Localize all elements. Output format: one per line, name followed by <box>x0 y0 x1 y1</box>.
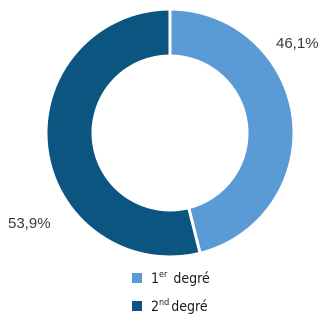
slice-label-2nd-degre: 53,9% <box>8 215 51 232</box>
legend-swatch-2nd-degre <box>132 301 142 311</box>
slice-1er-degre <box>168 7 296 256</box>
legend-label-2nd-degre: 2nd degré <box>151 297 208 315</box>
slice-label-1er-degre: 46,1% <box>276 35 319 52</box>
chart-legend: 1er degré 2nd degré <box>132 268 210 324</box>
legend-item-1er-degre: 1er degré <box>132 268 210 288</box>
legend-item-2nd-degre: 2nd degré <box>132 296 210 316</box>
legend-label-1er-degre: 1er degré <box>151 269 210 287</box>
legend-swatch-1er-degre <box>132 273 142 283</box>
slice-2nd-degre <box>44 7 202 259</box>
